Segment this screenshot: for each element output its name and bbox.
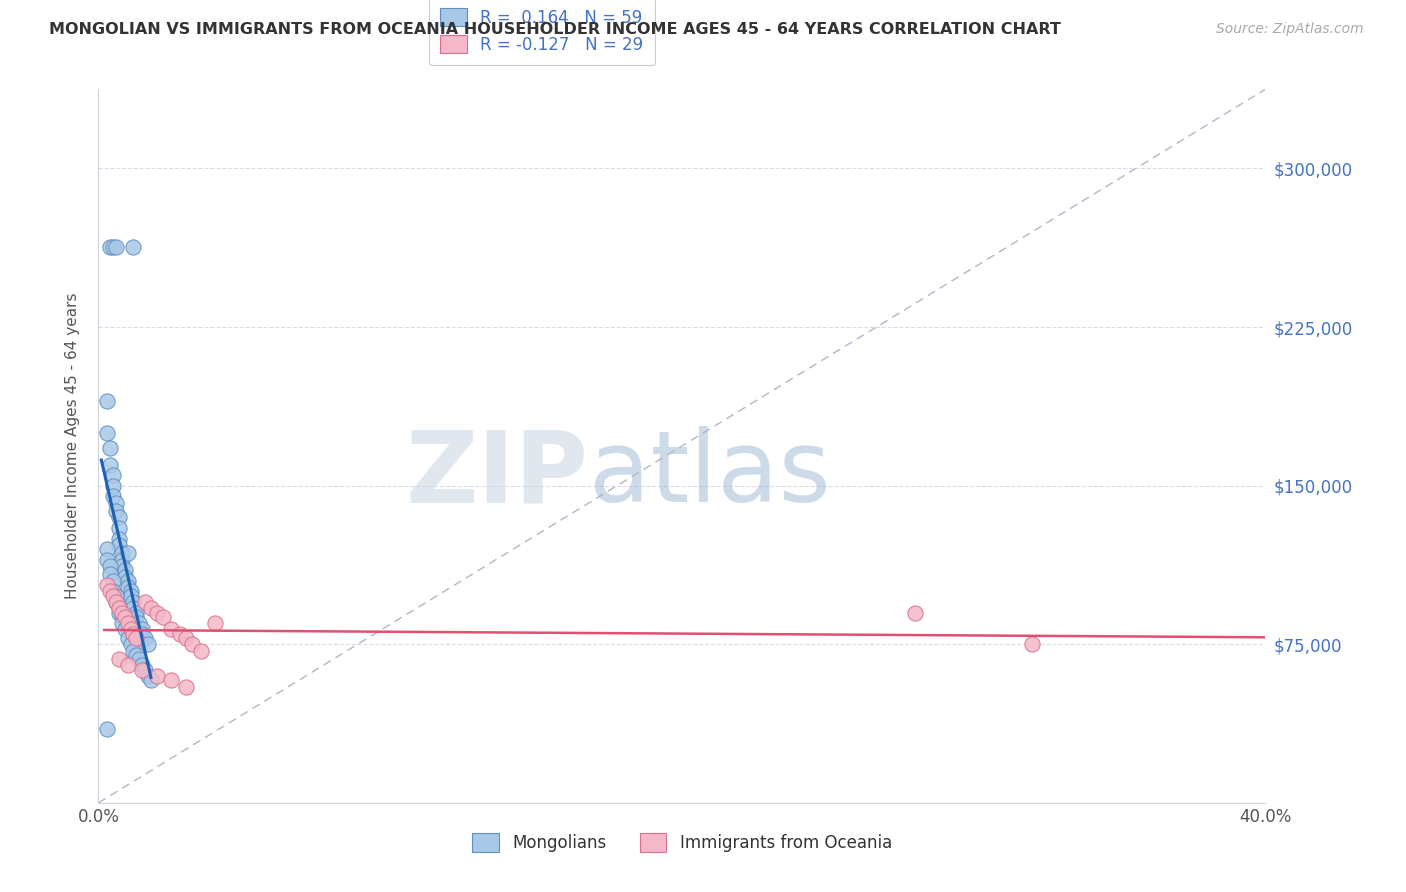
Point: [131, 663, 153, 677]
Point: [136, 637, 159, 651]
Point: [174, 680, 197, 694]
Legend: Mongolians, Immigrants from Oceania: Mongolians, Immigrants from Oceania: [465, 827, 898, 859]
Point: [125, 648, 148, 662]
Point: [117, 631, 139, 645]
Point: [114, 609, 136, 624]
Point: [108, 606, 131, 620]
Point: [101, 240, 124, 254]
Point: [139, 601, 162, 615]
Point: [101, 584, 124, 599]
Point: [120, 584, 142, 599]
Point: [96, 578, 118, 592]
Point: [108, 510, 131, 524]
Point: [122, 240, 145, 254]
Point: [131, 623, 153, 637]
Point: [134, 631, 156, 645]
Text: atlas: atlas: [589, 426, 830, 523]
Point: [108, 601, 131, 615]
Point: [131, 658, 153, 673]
Point: [174, 631, 197, 645]
Point: [104, 240, 127, 254]
Point: [98, 567, 121, 582]
Point: [96, 425, 118, 440]
Point: [1021, 637, 1043, 651]
Point: [131, 626, 153, 640]
Point: [114, 623, 136, 637]
Point: [128, 652, 150, 666]
Point: [152, 609, 174, 624]
Point: [96, 394, 118, 409]
Point: [128, 616, 150, 631]
Point: [98, 584, 121, 599]
Point: [104, 589, 127, 603]
Point: [108, 532, 131, 546]
Point: [98, 240, 121, 254]
Point: [108, 538, 131, 552]
Point: [111, 559, 134, 574]
Point: [120, 637, 142, 651]
Point: [111, 606, 134, 620]
Point: [120, 623, 142, 637]
Point: [169, 626, 191, 640]
Point: [101, 489, 124, 503]
Point: [98, 441, 121, 455]
Point: [111, 546, 134, 560]
Point: [146, 606, 169, 620]
Point: [104, 504, 127, 518]
Point: [98, 559, 121, 574]
Point: [101, 589, 124, 603]
Point: [114, 563, 136, 577]
Point: [117, 658, 139, 673]
Point: [117, 616, 139, 631]
Y-axis label: Householder Income Ages 45 - 64 years: Householder Income Ages 45 - 64 years: [65, 293, 80, 599]
Point: [111, 609, 134, 624]
Point: [190, 643, 212, 657]
Point: [96, 552, 118, 566]
Point: [98, 458, 121, 472]
Point: [134, 595, 156, 609]
Text: Source: ZipAtlas.com: Source: ZipAtlas.com: [1216, 22, 1364, 37]
Point: [904, 606, 927, 620]
Point: [117, 580, 139, 594]
Point: [101, 468, 124, 483]
Point: [120, 589, 142, 603]
Text: MONGOLIAN VS IMMIGRANTS FROM OCEANIA HOUSEHOLDER INCOME AGES 45 - 64 YEARS CORRE: MONGOLIAN VS IMMIGRANTS FROM OCEANIA HOU…: [49, 22, 1062, 37]
Point: [117, 574, 139, 588]
Point: [108, 652, 131, 666]
Point: [104, 595, 127, 609]
Point: [134, 663, 156, 677]
Point: [125, 609, 148, 624]
Point: [146, 669, 169, 683]
Point: [180, 637, 202, 651]
Point: [108, 521, 131, 535]
Point: [122, 595, 145, 609]
Text: ZIP: ZIP: [406, 426, 589, 523]
Point: [125, 631, 148, 645]
Point: [136, 669, 159, 683]
Point: [117, 546, 139, 560]
Point: [111, 552, 134, 566]
Point: [101, 478, 124, 492]
Point: [96, 542, 118, 557]
Point: [114, 569, 136, 583]
Point: [122, 626, 145, 640]
Point: [204, 616, 226, 631]
Point: [96, 722, 118, 736]
Point: [139, 673, 162, 688]
Point: [101, 574, 124, 588]
Point: [160, 623, 183, 637]
Point: [125, 606, 148, 620]
Point: [122, 643, 145, 657]
Point: [104, 595, 127, 609]
Point: [108, 601, 131, 615]
Point: [160, 673, 183, 688]
Point: [122, 601, 145, 615]
Point: [104, 495, 127, 509]
Point: [111, 616, 134, 631]
